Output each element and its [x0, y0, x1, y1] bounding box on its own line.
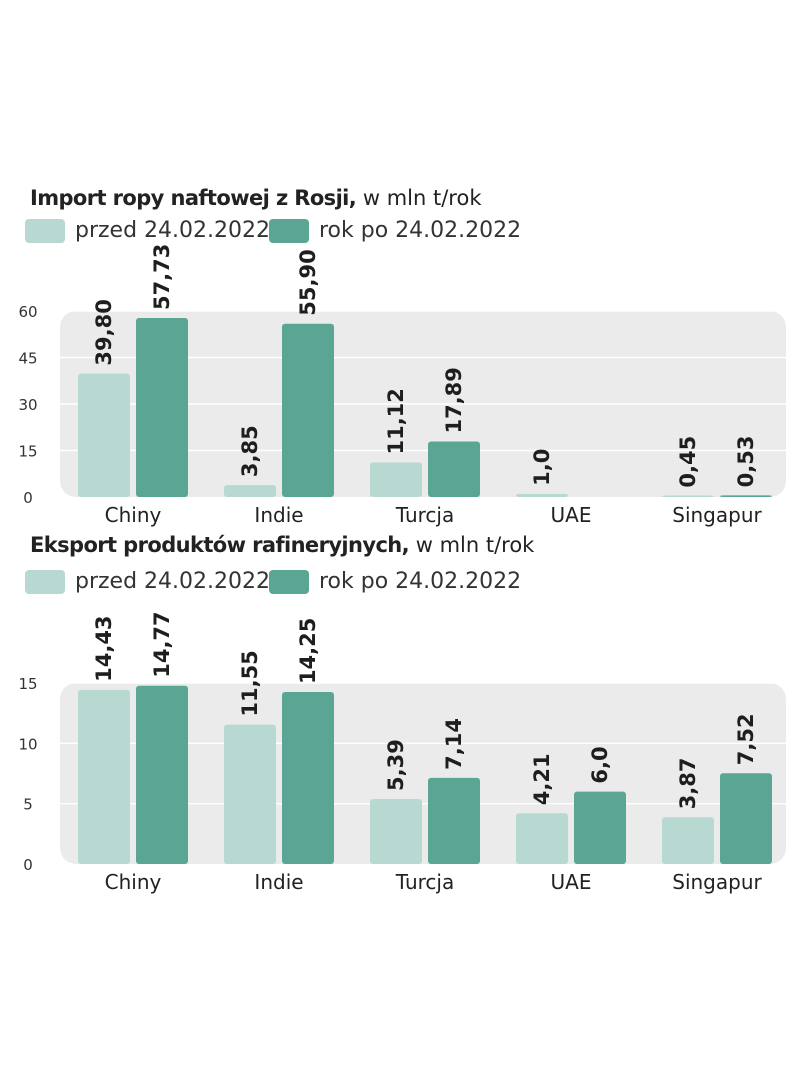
- bar-after: [136, 318, 188, 497]
- legend-label-before: przed 24.02.2022: [75, 218, 271, 243]
- data-label: 11,55: [238, 650, 262, 716]
- data-label: 5,39: [384, 739, 408, 791]
- chart-title-unit: w mln t/rok: [415, 533, 535, 557]
- bar-before: [662, 495, 714, 497]
- legend-label-before: przed 24.02.2022: [75, 569, 271, 594]
- bar-before: [78, 373, 130, 497]
- bar-after: [282, 692, 334, 864]
- data-label: 1,0: [530, 449, 554, 486]
- bar-before: [516, 813, 568, 864]
- category-label: UAE: [551, 503, 592, 527]
- data-label: 14,25: [296, 618, 320, 684]
- legend-swatch-after: [269, 570, 309, 594]
- bar-before: [224, 485, 276, 497]
- bar-after: [720, 773, 772, 864]
- data-label: 57,73: [150, 244, 174, 310]
- legend-label-after: rok po 24.02.2022: [319, 218, 522, 243]
- data-label: 14,43: [92, 615, 116, 681]
- bar-after: [136, 685, 188, 864]
- category-label: Singapur: [672, 870, 762, 894]
- data-label: 17,89: [442, 367, 466, 433]
- y-tick-label: 60: [18, 303, 37, 321]
- category-label: Turcja: [395, 503, 454, 527]
- data-label: 7,52: [734, 713, 758, 765]
- chart-title: Eksport produktów rafineryjnych, w mln t…: [30, 533, 534, 557]
- data-label: 3,87: [676, 757, 700, 809]
- category-label: Chiny: [105, 503, 162, 527]
- data-label: 0,45: [676, 436, 700, 488]
- y-tick-label: 45: [18, 350, 37, 368]
- import-bar-chart: 0 15 30 45 60 39,80 57,73 Chiny 3,85 55,90 Indie 11…: [18, 244, 786, 527]
- bar-after: [720, 495, 772, 497]
- bar-before: [516, 493, 568, 497]
- y-tick-label: 30: [18, 396, 37, 414]
- chart-title: Import ropy naftowej z Rosji, w mln t/ro…: [30, 186, 481, 210]
- legend-swatch-after: [269, 219, 309, 243]
- bar-before: [224, 724, 276, 864]
- y-tick-label: 5: [23, 796, 33, 814]
- export-bar-chart: 0 5 10 15 14,43 14,77 Chiny 11,55 14,25 Indie 5,39…: [18, 611, 786, 894]
- y-tick-label: 0: [23, 489, 33, 507]
- category-label: Chiny: [105, 870, 162, 894]
- category-label: Indie: [254, 870, 303, 894]
- bar-after: [282, 323, 334, 497]
- data-label: 14,77: [150, 611, 174, 677]
- data-label: 4,21: [530, 753, 554, 805]
- legend-label-after: rok po 24.02.2022: [319, 569, 522, 594]
- data-label: 6,0: [588, 746, 612, 783]
- y-tick-label: 15: [18, 675, 37, 693]
- bar-before: [662, 817, 714, 864]
- category-label: Turcja: [395, 870, 454, 894]
- data-label: 3,85: [238, 425, 262, 477]
- legend-swatch-before: [25, 219, 65, 243]
- category-label: Singapur: [672, 503, 762, 527]
- data-label: 11,12: [384, 388, 408, 454]
- category-label: Indie: [254, 503, 303, 527]
- chart-title-main: Eksport produktów rafineryjnych,: [30, 533, 410, 557]
- bar-before: [78, 689, 130, 864]
- legend-swatch-before: [25, 570, 65, 594]
- y-tick-label: 0: [23, 856, 33, 874]
- chart-title-main: Import ropy naftowej z Rosji,: [30, 186, 357, 210]
- data-label: 7,14: [442, 718, 466, 770]
- bar-before: [370, 798, 422, 864]
- y-tick-label: 10: [18, 735, 37, 753]
- bar-after: [428, 441, 480, 497]
- bar-before: [370, 462, 422, 497]
- y-tick-label: 15: [18, 443, 37, 461]
- chart-title-unit: w mln t/rok: [362, 186, 482, 210]
- bar-after: [428, 777, 480, 864]
- data-label: 39,80: [92, 299, 116, 365]
- bar-after: [574, 791, 626, 864]
- data-label: 55,90: [296, 249, 320, 315]
- data-label: 0,53: [734, 436, 758, 488]
- category-label: UAE: [551, 870, 592, 894]
